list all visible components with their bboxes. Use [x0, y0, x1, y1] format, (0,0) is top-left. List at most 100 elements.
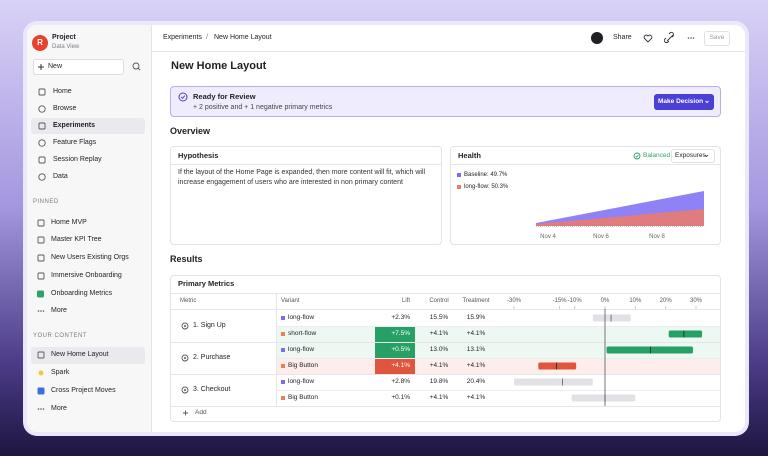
decision-button-label[interactable]: Make Decision [658, 98, 704, 105]
breadcrumb[interactable]: Experiments [163, 34, 202, 41]
lift-value: +7.5% [391, 330, 410, 337]
lift-value: +0.5% [391, 346, 410, 353]
lift-value: +2.8% [391, 378, 410, 385]
save-button-label[interactable]: Save [709, 34, 725, 41]
nav-item[interactable]: Feature Flags [53, 139, 97, 146]
pinned-item[interactable]: Onboarding Metrics [51, 290, 113, 297]
icon [37, 408, 40, 410]
share-button[interactable]: Share [613, 34, 632, 41]
health-card [450, 146, 721, 245]
logo-letter: R [37, 38, 43, 47]
logo [32, 35, 48, 51]
content-item[interactable]: Cross Project Moves [51, 387, 116, 394]
legend-swatch [457, 173, 461, 177]
control-value: 19.8% [429, 378, 449, 385]
legend-label: Baseline: 49.7% [464, 172, 508, 178]
column-header: Control [429, 298, 449, 304]
card-title: Health [458, 151, 481, 160]
icon [37, 272, 45, 280]
pinned-item[interactable]: More [51, 307, 67, 314]
lift-value: +2.3% [391, 314, 410, 321]
icon [38, 139, 46, 147]
search-icon [132, 62, 140, 70]
icon [38, 88, 46, 96]
variant-swatch [281, 332, 285, 336]
variant-name: short-flow [288, 330, 317, 337]
control-value: +4.1% [429, 394, 449, 401]
legend-label: long-flow: 50.3% [464, 184, 509, 190]
check-icon [178, 92, 188, 102]
confidence-interval [571, 394, 636, 402]
search-icon [137, 67, 141, 71]
confidence-interval [538, 362, 577, 370]
confidence-interval [606, 346, 693, 354]
lift-cell [375, 326, 415, 342]
page-title: New Home Layout [171, 60, 267, 72]
metric-name: 1. Sign Up [193, 322, 226, 329]
icon [38, 105, 46, 113]
add-button[interactable]: Add [195, 409, 207, 416]
dropdown-label[interactable]: Exposures [675, 152, 706, 159]
metric-icon [181, 386, 189, 394]
check-icon [180, 95, 186, 100]
link-icon [664, 32, 674, 43]
treatment-value: 15.9% [466, 314, 486, 321]
content-item[interactable]: New Home Layout [51, 351, 109, 358]
axis-tick-label: 0% [600, 298, 610, 304]
exposures-dropdown[interactable] [671, 149, 715, 163]
axis-tick-label: -15% [552, 298, 567, 304]
variant-swatch [281, 380, 285, 384]
axis-tick-label: -30% [506, 298, 522, 304]
treatment-value: 20.4% [466, 378, 486, 385]
x-label: Nov 4 [540, 234, 556, 240]
lift-value: +0.1% [391, 394, 410, 401]
content-item[interactable]: More [51, 405, 67, 412]
plus-icon [183, 410, 188, 416]
balanced-icon [635, 154, 639, 158]
icon [37, 290, 44, 298]
project-name: Project [52, 34, 76, 41]
new-button[interactable] [33, 59, 124, 75]
icon [42, 310, 45, 312]
variant-name: long-flow [288, 378, 315, 385]
control-value: +4.1% [429, 362, 449, 369]
table-title: Primary Metrics [178, 279, 235, 288]
lift-cell [375, 358, 415, 374]
icon [37, 351, 45, 359]
column-header: Lift [401, 298, 410, 304]
balanced-icon [633, 152, 641, 160]
pinned-item[interactable]: Immersive Onboarding [51, 272, 122, 279]
nav-item[interactable]: Data [53, 173, 68, 180]
pinned-item[interactable]: Home MVP [51, 219, 87, 226]
icon [38, 173, 46, 181]
treatment-value: +4.1% [466, 330, 486, 337]
metric-icon [181, 354, 189, 362]
treatment-value: +4.1% [466, 362, 486, 369]
decision-button[interactable] [654, 94, 714, 110]
icon [38, 370, 44, 376]
variant-name: Big Button [288, 394, 318, 401]
icon [692, 37, 695, 39]
nav-item[interactable]: Experiments [53, 122, 96, 129]
nav-item[interactable]: Browse [53, 105, 77, 112]
icon [40, 310, 42, 312]
control-value: 13.0% [429, 346, 449, 353]
section-heading: Overview [170, 126, 211, 136]
axis-tick-label: 10% [629, 298, 642, 304]
icon [687, 37, 690, 39]
health-status: Balanced [643, 152, 671, 159]
icon [40, 408, 42, 410]
pinned-item[interactable]: Master KPI Tree [51, 236, 102, 243]
pinned-item[interactable]: New Users Existing Orgs [51, 254, 129, 261]
nav-highlight [31, 118, 145, 134]
x-label: Nov 8 [649, 234, 665, 240]
content-item[interactable]: Spark [51, 369, 70, 376]
new-button-label[interactable]: New [48, 63, 63, 70]
icon [37, 387, 45, 395]
nav-item[interactable]: Home [53, 88, 72, 95]
metric-icon [184, 389, 186, 391]
nav-item[interactable]: Session Replay [53, 156, 102, 163]
save-button[interactable] [704, 31, 730, 46]
icon [37, 236, 45, 244]
metric-name: 3. Checkout [193, 386, 231, 393]
